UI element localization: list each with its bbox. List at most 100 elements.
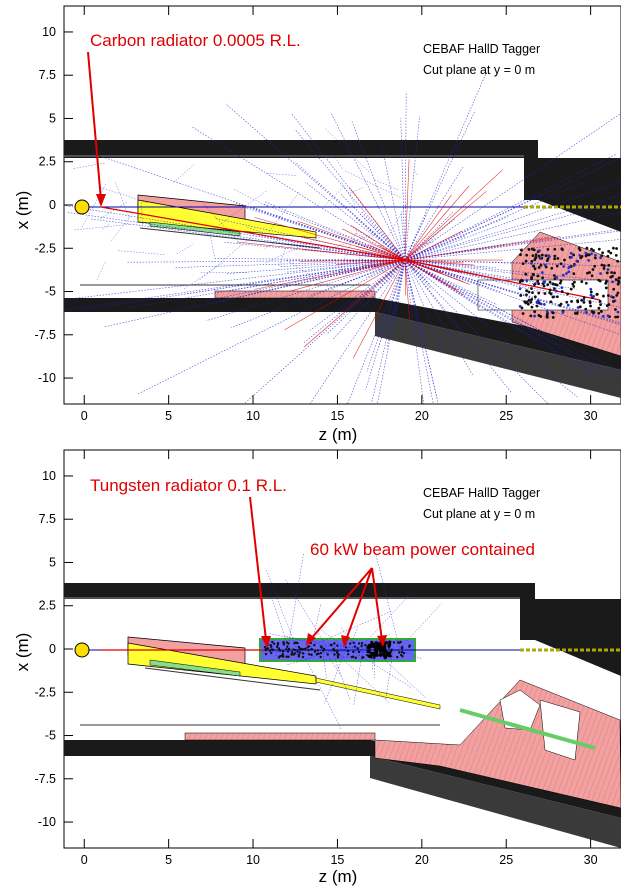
debris-dot [268,649,272,652]
debris-dot [535,301,539,304]
photon-track [286,260,343,296]
electron-track [352,259,406,359]
debris-dot [548,280,552,284]
focal-detector [149,221,241,237]
photon-track [385,649,394,700]
power-arrow-1 [309,567,373,641]
panel-bottom: 0 5 10 15 20 25 30 10 7.5 5 2.5 0 -2.5 -5 -7.5 -10 z (m… [13,449,621,886]
debris-dot [375,646,379,650]
debris-dot [275,645,279,648]
debris-dot [525,293,528,297]
photon-track [285,649,335,666]
debris-dot [518,304,522,308]
debris-dot [582,300,586,304]
debris-dot [287,655,290,659]
electron-track [335,259,406,265]
photon-track [182,262,223,290]
beam-dump-icon [74,199,90,215]
debris-dot [304,647,307,651]
debris-dot [537,249,541,253]
debris-dot [298,648,301,651]
debris-dot [537,254,541,258]
debris-dot [536,279,540,283]
debris-dot [360,644,363,648]
photon-track [141,202,143,226]
debris-dot [551,311,555,315]
electron-track [404,259,470,285]
photon-track [351,121,406,261]
debris-dot [370,640,374,645]
debris-dot [607,263,611,267]
debris-dot [617,276,621,280]
photon-track [248,259,406,295]
y-axis-label: x (m) [13,191,32,230]
debris-dot [367,654,371,658]
photon-track [96,262,106,281]
debris-dot [353,645,357,648]
debris-dot [278,649,282,652]
debris-dot [294,648,297,652]
photon-track [80,183,107,229]
debris-dot [590,252,593,256]
debris-dot [532,264,535,268]
photon-track [353,649,363,706]
debris-dot [551,295,555,299]
debris-dot [535,304,539,308]
debris-dot [584,307,588,311]
photon-track [371,259,406,404]
photon-track [295,130,406,261]
photon-track [400,649,422,659]
x-tick-label: 10 [246,409,260,423]
debris-dot [575,259,579,263]
debris-dot [606,254,610,258]
debris-dot [333,642,336,645]
debris-dot [551,282,555,286]
debris-dot [329,643,333,647]
debris-dot [594,253,597,257]
debris-dot [563,258,566,262]
debris-dot [364,643,367,647]
photon-track [268,587,290,651]
debris-dot [297,645,301,649]
electron-track [404,259,407,296]
debris-dot [597,278,601,282]
photon-track [368,229,406,261]
debris-dot [573,311,577,315]
photon-track [322,649,328,680]
x-tick-label: 30 [584,409,598,423]
y-tick-label: -5 [45,729,56,743]
photon-track [404,259,621,380]
debris-dot [591,268,595,271]
debris-dot [293,652,297,655]
tagger-title: CEBAF HallD Tagger [423,42,540,56]
photon-track [213,217,406,261]
debris-dot [532,248,536,252]
y-tick-label: -5 [45,285,56,299]
x-axis-label: z (m) [319,425,358,444]
x-tick-label: 15 [330,409,344,423]
photon-track [404,259,498,306]
photon-track [234,189,268,207]
photon-track [278,247,287,267]
debris-dot [553,287,556,290]
electron-track [404,169,503,261]
photon-track [404,259,438,399]
debris-dot [539,263,543,267]
debris-dot [549,292,553,296]
y-tick-label: 5 [49,555,56,569]
debris-dot [597,311,601,315]
debris-dot [519,253,522,257]
debris-dot [561,311,565,314]
photon-track [404,259,512,393]
debris-dot [290,653,293,656]
electron-track [385,259,406,264]
debris-dot [602,267,606,270]
x-tick-label: 0 [81,853,88,867]
power-arrow-head-1 [306,633,316,646]
photon-track [404,113,621,261]
photon-track [209,233,215,257]
x-tick-label: 10 [246,853,260,867]
debris-dot [282,643,286,646]
photon-track [404,259,606,374]
debris-dot [611,296,615,299]
